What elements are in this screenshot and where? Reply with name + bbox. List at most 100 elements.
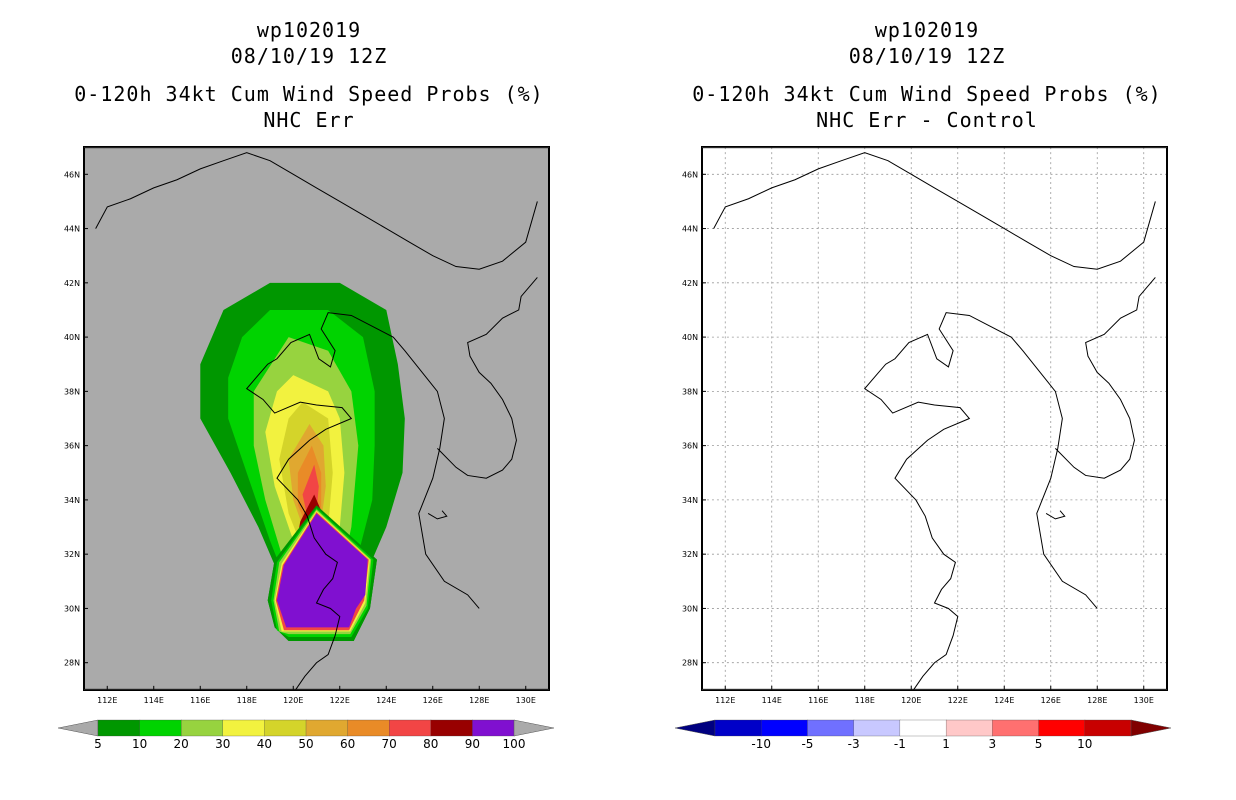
x-tick-label: 124E — [376, 696, 396, 705]
colorbar-label: -1 — [893, 737, 906, 751]
x-tick-label: 130E — [516, 696, 536, 705]
colorbar-swatch — [1084, 719, 1132, 737]
x-tick-label: 118E — [237, 696, 257, 705]
colorbar-label: -3 — [847, 737, 860, 751]
coastline-3 — [427, 510, 448, 520]
colorbar-swatch — [945, 719, 993, 737]
colorbar-swatch — [347, 719, 390, 737]
coastline-2 — [437, 277, 538, 479]
y-tick-label: 42N — [64, 279, 80, 288]
y-tick-label: 46N — [682, 170, 698, 179]
x-tick-label: 122E — [330, 696, 350, 705]
y-tick-label: 40N — [682, 333, 698, 342]
y-tick-label: 32N — [64, 550, 80, 559]
coastline-1 — [245, 312, 480, 691]
colorbar-label: 1 — [942, 737, 950, 751]
prob-contour-100 — [276, 513, 368, 628]
colorbar-swatch — [264, 719, 307, 737]
colorbar-end-triangle — [1130, 719, 1171, 737]
colorbar-swatch — [97, 719, 141, 737]
colorbar-label: 80 — [423, 737, 439, 751]
y-tick-label: 44N — [682, 225, 698, 234]
colorbar-swatch — [472, 719, 515, 737]
right-title-date: 08/10/19 12Z — [848, 44, 1006, 68]
left-title-date: 08/10/19 12Z — [230, 44, 388, 68]
colorbar-swatch — [389, 719, 432, 737]
right-map-panel: 28N 30N 32N 34N 36N 38N 40N 42N 44N 46N 112E 114E 11… — [682, 146, 1168, 705]
left-title-id: wp102019 — [256, 18, 362, 42]
colorbar-label: 40 — [256, 737, 273, 751]
y-tick-label: 34N — [64, 496, 80, 505]
y-tick-label: 40N — [64, 333, 80, 342]
colorbar-swatch — [714, 719, 762, 737]
colorbar-label: 100 — [502, 737, 526, 751]
x-tick-label: 126E — [1041, 696, 1061, 705]
colorbar-swatch — [430, 719, 474, 737]
x-tick-label: 122E — [948, 696, 968, 705]
y-tick-label: 34N — [682, 496, 698, 505]
y-tick-label: 32N — [682, 550, 698, 559]
colorbar-label: 10 — [1077, 737, 1093, 751]
left-title-product: 0-120h 34kt Cum Wind Speed Probs (%) — [74, 82, 544, 106]
colorbar-swatch — [139, 719, 182, 737]
colorbar-label: 5 — [1034, 737, 1043, 751]
y-tick-label: 30N — [64, 604, 80, 613]
colorbar-swatch — [899, 719, 947, 737]
x-tick-label: 124E — [994, 696, 1014, 705]
x-tick-label: 120E — [901, 696, 921, 705]
x-tick-label: 114E — [762, 696, 782, 705]
colorbar-label: 70 — [381, 737, 397, 751]
colorbar-start-triangle — [58, 719, 99, 737]
colorbar-label: -5 — [801, 737, 814, 751]
y-tick-label: 38N — [682, 387, 698, 396]
colorbar-swatch — [992, 719, 1040, 737]
colorbar-start-triangle — [675, 719, 716, 737]
right-title-block: wp102019 08/10/19 12Z 0-120h 34kt Cum Wi… — [647, 17, 1207, 133]
x-tick-label: 116E — [190, 696, 210, 705]
x-tick-label: 130E — [1134, 696, 1154, 705]
map-frame — [84, 147, 549, 690]
colorbar-swatch — [222, 719, 266, 737]
y-tick-label: 28N — [682, 659, 698, 668]
colorbar-swatch — [305, 719, 349, 737]
right-title-id: wp102019 — [874, 18, 980, 42]
colorbar-end-triangle — [513, 719, 554, 737]
left-map-panel: 28N 30N 32N 34N 36N 38N 40N 42N 44N 46N 112E 114E 11… — [64, 146, 550, 705]
colorbar-swatch — [761, 719, 809, 737]
coastline-2 — [1055, 277, 1156, 479]
coastline-0 — [713, 152, 1156, 270]
x-tick-label: 114E — [144, 696, 164, 705]
colorbar-swatch — [1038, 719, 1086, 737]
y-tick-label: 36N — [682, 442, 698, 451]
colorbar-label: 30 — [215, 737, 231, 751]
left-title-block: wp102019 08/10/19 12Z 0-120h 34kt Cum Wi… — [29, 17, 589, 133]
x-tick-label: 116E — [808, 696, 828, 705]
coastline-3 — [1045, 510, 1066, 520]
colorbar-swatch — [181, 719, 224, 737]
y-tick-label: 46N — [64, 170, 80, 179]
colorbar-label: 90 — [464, 737, 481, 751]
colorbar-label: 5 — [94, 737, 102, 751]
colorbar-swatch — [853, 719, 901, 737]
x-tick-label: 126E — [423, 696, 443, 705]
left-colorbar-labels: 5 10 20 30 40 50 60 70 80 90 100 — [0, 737, 1236, 755]
colorbar-label: -10 — [751, 737, 772, 751]
colorbar-swatch — [807, 719, 855, 737]
x-tick-label: 128E — [469, 696, 489, 705]
right-title-subtitle: NHC Err - Control — [816, 108, 1038, 132]
right-colorbar-labels: -10 -5 -3 -1 1 3 5 10 — [0, 737, 1236, 755]
y-tick-label: 38N — [64, 387, 80, 396]
right-colorbar — [675, 719, 1171, 737]
x-tick-label: 120E — [283, 696, 303, 705]
colorbar-label: 60 — [339, 737, 356, 751]
coastline-1 — [863, 312, 1098, 691]
map-frame — [702, 147, 1167, 690]
left-colorbar — [58, 719, 554, 737]
y-tick-label: 44N — [64, 225, 80, 234]
x-tick-label: 118E — [855, 696, 875, 705]
left-title-subtitle: NHC Err — [263, 108, 355, 132]
x-tick-label: 112E — [97, 696, 117, 705]
y-tick-label: 30N — [682, 604, 698, 613]
right-title-product: 0-120h 34kt Cum Wind Speed Probs (%) — [692, 82, 1162, 106]
coastline-0 — [95, 152, 538, 270]
